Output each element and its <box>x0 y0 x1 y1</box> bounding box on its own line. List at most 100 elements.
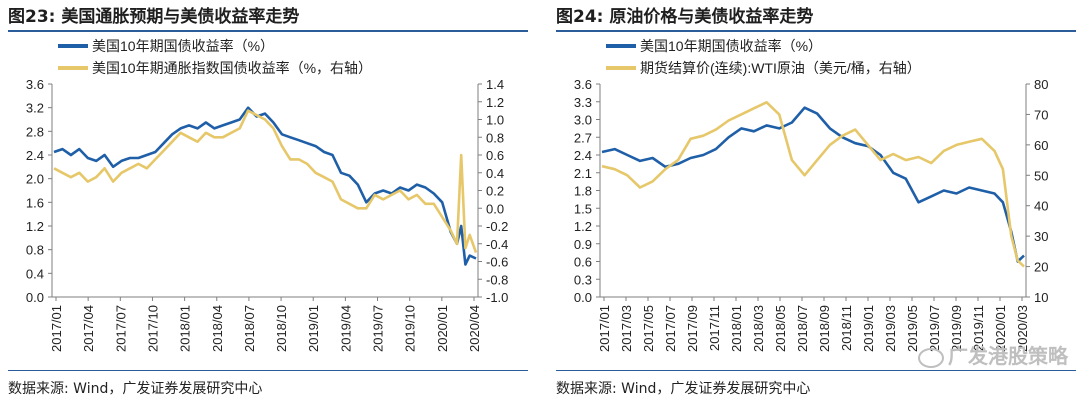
x-tick-label: 2018/04 <box>210 305 225 352</box>
x-tick-label: 2020/01 <box>993 305 1008 352</box>
y-tick-label-left: 0.3 <box>574 272 592 287</box>
x-tick-label: 2020/03 <box>1015 305 1030 352</box>
y-tick-label-left: 1.8 <box>574 184 592 199</box>
y-tick-label-right: 0.6 <box>486 148 504 163</box>
x-tick-label: 2017/07 <box>663 305 678 352</box>
series-line-0 <box>53 106 477 266</box>
y-tick-label-left: 0.0 <box>574 290 592 305</box>
x-tick-label: 2018/01 <box>729 305 744 352</box>
x-tick-label: 2018/10 <box>274 305 289 352</box>
x-tick-label: 2017/04 <box>81 305 96 352</box>
y-tick-label-left: 3.6 <box>26 77 44 92</box>
y-tick-label-right: 0.8 <box>486 130 504 145</box>
x-tick-label: 2017/01 <box>49 305 64 352</box>
title-divider <box>8 30 528 32</box>
legend-label: 美国10年期国债收益率（%） <box>640 38 822 54</box>
y-tick-label-right: -0.8 <box>486 272 508 287</box>
legend-label: 期货结算价(连续):WTI原油（美元/桶，右轴） <box>640 60 921 76</box>
y-tick-label-right: 0.2 <box>486 184 504 199</box>
wechat-icon <box>918 347 944 368</box>
y-tick-label-right: 0.4 <box>486 166 504 181</box>
source-note: 数据来源: Wind，广发证券发展研究中心 <box>556 381 811 397</box>
x-tick-label: 2017/01 <box>597 305 612 352</box>
left-panel: 图23: 美国通胀预期与美债收益率走势 美国10年期国债收益率（%） 美国10年期… <box>0 0 532 410</box>
y-tick-label-left: 2.4 <box>574 148 592 163</box>
y-tick-label-right: -1.0 <box>486 290 508 305</box>
y-tick-label-left: 3.2 <box>26 101 44 116</box>
x-tick-label: 2019/05 <box>905 305 920 352</box>
y-tick-label-left: 3.3 <box>574 95 592 110</box>
y-tick-label-left: 1.2 <box>26 219 44 234</box>
y-tick-label-right: 0.0 <box>486 201 504 216</box>
y-tick-label-left: 2.7 <box>574 130 592 145</box>
x-tick-label: 2018/11 <box>839 305 854 351</box>
y-tick-label-right: 60 <box>1034 138 1048 153</box>
x-tick-label: 2017/11 <box>707 305 722 351</box>
y-tick-label-right: 30 <box>1034 229 1048 244</box>
chart-title: 图23: 美国通胀预期与美债收益率走势 <box>8 7 300 27</box>
x-tick-label: 2017/05 <box>641 305 656 352</box>
watermark: 广发港股策略 <box>918 340 1068 369</box>
y-tick-label-left: 0.0 <box>26 290 44 305</box>
title-divider <box>556 30 1076 32</box>
y-tick-label-left: 3.6 <box>574 77 592 92</box>
y-tick-label-left: 1.2 <box>574 219 592 234</box>
chart-title: 图24: 原油价格与美债收益率走势 <box>556 7 814 27</box>
y-tick-label-left: 2.1 <box>574 166 592 181</box>
legend-label: 美国10年期通胀指数国债收益率（%，右轴） <box>92 60 372 76</box>
y-tick-label-right: 10 <box>1034 290 1048 305</box>
x-tick-label: 2019/11 <box>971 305 986 351</box>
y-tick-label-right: -0.4 <box>486 237 508 252</box>
y-tick-label-right: -0.2 <box>486 219 508 234</box>
y-tick-label-left: 0.8 <box>26 243 44 258</box>
y-tick-label-left: 0.6 <box>574 255 592 270</box>
x-tick-label: 2019/01 <box>861 305 876 352</box>
series-line-1 <box>53 109 478 254</box>
x-tick-label: 2018/07 <box>242 305 257 352</box>
y-tick-label-right: 1.2 <box>486 95 504 110</box>
series-line-1 <box>601 101 1025 268</box>
source-note: 数据来源: Wind，广发证券发展研究中心 <box>8 381 263 397</box>
x-tick-label: 2020/04 <box>467 305 482 352</box>
x-tick-label: 2019/07 <box>927 305 942 352</box>
y-tick-label-right: 50 <box>1034 168 1048 183</box>
x-tick-label: 2019/04 <box>338 305 353 352</box>
x-tick-label: 2018/05 <box>773 305 788 352</box>
right-panel: 图24: 原油价格与美债收益率走势 美国10年期国债收益率（%） 期货结算价(连续… <box>548 0 1080 410</box>
y-tick-label-left: 3.0 <box>574 113 592 128</box>
x-tick-label: 2017/07 <box>113 305 128 352</box>
y-tick-label-left: 2.4 <box>26 148 44 163</box>
y-tick-label-left: 1.6 <box>26 195 44 210</box>
x-tick-label: 2017/03 <box>619 305 634 352</box>
x-tick-label: 2017/09 <box>685 305 700 352</box>
y-tick-label-right: 80 <box>1034 77 1048 92</box>
legend-label: 美国10年期国债收益率（%） <box>92 38 274 54</box>
footer-divider <box>556 370 1076 371</box>
y-tick-label-right: 40 <box>1034 199 1048 214</box>
x-tick-label: 2020/01 <box>435 305 450 352</box>
x-tick-label: 2018/01 <box>178 305 193 352</box>
x-tick-label: 2019/01 <box>306 305 321 352</box>
series-line-0 <box>601 106 1025 263</box>
x-tick-label: 2018/03 <box>751 305 766 352</box>
y-tick-label-left: 0.9 <box>574 237 592 252</box>
y-tick-label-right: 70 <box>1034 107 1048 122</box>
x-tick-label: 2019/10 <box>403 305 418 352</box>
y-tick-label-right: 1.4 <box>486 77 504 92</box>
x-tick-label: 2019/07 <box>371 305 386 352</box>
y-tick-label-right: 1.0 <box>486 113 504 128</box>
x-tick-label: 2017/10 <box>145 305 160 352</box>
y-tick-label-left: 2.0 <box>26 172 44 187</box>
y-tick-label-left: 1.5 <box>574 201 592 216</box>
oil-yield-chart: 美国10年期国债收益率（%） 期货结算价(连续):WTI原油（美元/桶，右轴） 0.… <box>574 38 1049 352</box>
y-tick-label-left: 2.8 <box>26 124 44 139</box>
y-tick-label-left: 0.4 <box>26 266 44 281</box>
x-tick-label: 2018/07 <box>795 305 810 352</box>
footer-divider <box>8 370 528 371</box>
y-tick-label-right: -0.6 <box>486 255 508 270</box>
x-tick-label: 2018/09 <box>817 305 832 352</box>
inflation-yield-chart: 美国10年期国债收益率（%） 美国10年期通胀指数国债收益率（%，右轴） 0.0 0.… <box>26 38 508 352</box>
x-tick-label: 2019/03 <box>883 305 898 352</box>
y-tick-label-right: 20 <box>1034 260 1048 275</box>
x-tick-label: 2019/09 <box>949 305 964 352</box>
